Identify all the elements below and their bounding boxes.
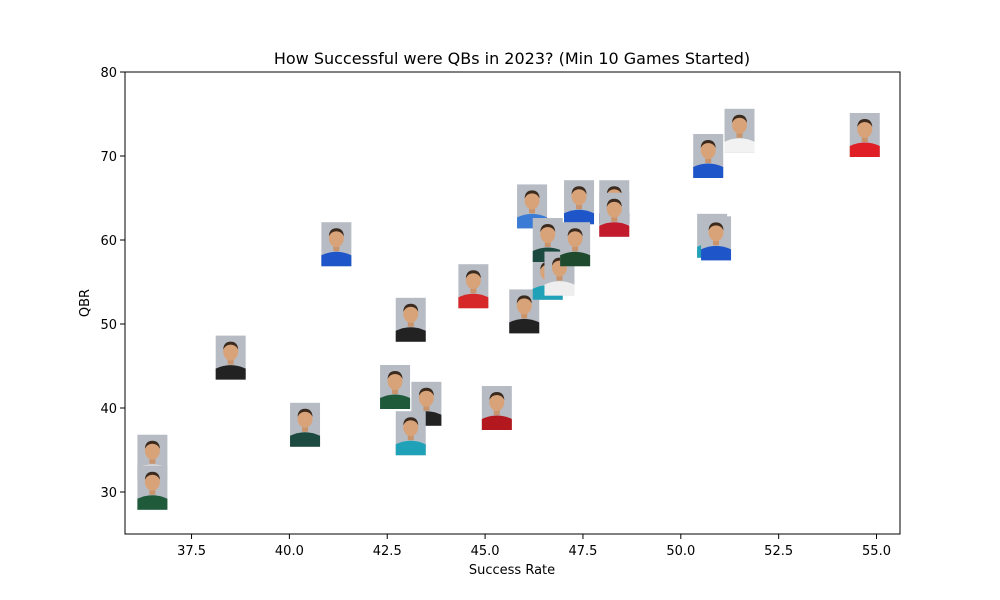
x-tick-label: 45.0	[471, 544, 500, 559]
player-headshot-marker	[290, 402, 321, 447]
y-axis-label: QBR	[78, 289, 93, 317]
plot-frame	[124, 71, 901, 535]
player-headshot-marker	[458, 264, 489, 309]
player-headshot-marker	[599, 192, 630, 237]
x-tick-label: 47.5	[568, 544, 597, 559]
x-tick-label: 42.5	[373, 544, 402, 559]
player-headshot-marker	[701, 216, 732, 261]
player-headshot-marker	[215, 335, 246, 380]
y-tick-label: 40	[100, 402, 117, 417]
y-tick-label: 70	[100, 150, 117, 165]
player-headshot-marker	[560, 222, 591, 267]
y-tick-label: 80	[100, 66, 117, 81]
y-tick-label: 60	[100, 234, 117, 249]
x-tick-label: 37.5	[177, 544, 206, 559]
x-tick-label: 52.5	[764, 544, 793, 559]
player-headshot-marker	[724, 108, 755, 153]
x-tick-label: 50.0	[666, 544, 695, 559]
player-headshot-marker	[564, 180, 595, 225]
x-tick-label: 55.0	[862, 544, 891, 559]
chart-title: How Successful were QBs in 2023? (Min 10…	[274, 49, 750, 68]
player-headshot-marker	[395, 411, 426, 456]
player-headshot-marker	[380, 365, 411, 409]
x-axis-label: Success Rate	[469, 563, 555, 578]
player-headshot-marker	[321, 222, 352, 267]
player-headshot-marker	[849, 113, 880, 157]
x-axis: 37.5 40.0 42.5 45.0 47.5 50.0 52.5 55.0	[177, 534, 891, 559]
y-tick-label: 50	[100, 318, 117, 333]
player-headshot-marker	[395, 297, 426, 342]
y-tick-label: 30	[100, 486, 117, 501]
y-axis: 30 40 50 60 70 80	[100, 66, 125, 501]
player-headshot-marker	[693, 134, 724, 178]
plot-markers	[137, 108, 880, 510]
x-tick-label: 40.0	[275, 544, 304, 559]
player-headshot-marker	[137, 465, 168, 510]
player-headshot-marker	[481, 386, 512, 430]
